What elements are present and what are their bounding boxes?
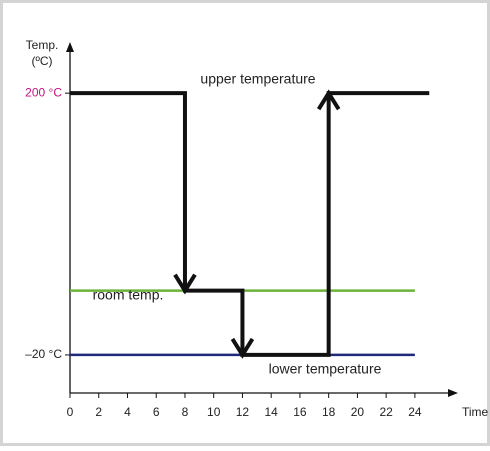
arrowhead bbox=[316, 89, 341, 111]
x-tick-label: 8 bbox=[182, 405, 189, 419]
x-tick-label: 20 bbox=[351, 405, 365, 419]
x-tick-label: 2 bbox=[95, 405, 102, 419]
x-tick-label: 14 bbox=[265, 405, 279, 419]
x-tick-label: 12 bbox=[236, 405, 250, 419]
x-tick-label: 18 bbox=[322, 405, 336, 419]
line-series bbox=[70, 91, 430, 357]
x-tick-label: 0 bbox=[67, 405, 74, 419]
arrowhead bbox=[173, 273, 197, 295]
y-tick-label: –20 °C bbox=[25, 347, 62, 361]
x-axis-label: Time (h) bbox=[462, 405, 490, 419]
x-tick-label: 10 bbox=[207, 405, 221, 419]
x-tick-label: 4 bbox=[124, 405, 131, 419]
y-axis-label: Temp. bbox=[26, 38, 59, 52]
x-axis-arrow bbox=[448, 389, 458, 397]
arrowhead bbox=[230, 337, 255, 359]
x-tick-label: 22 bbox=[379, 405, 393, 419]
x-tick-label: 6 bbox=[153, 405, 160, 419]
y-axis-label: (ºC) bbox=[31, 54, 52, 68]
annotation: room temp. bbox=[93, 287, 164, 303]
x-tick-label: 24 bbox=[408, 405, 422, 419]
y-axis-arrow bbox=[66, 42, 74, 52]
annotation: upper temperature bbox=[200, 71, 315, 87]
y-tick-label: 200 °C bbox=[25, 85, 62, 99]
annotation: lower temperature bbox=[269, 361, 382, 377]
x-tick-label: 16 bbox=[293, 405, 307, 419]
